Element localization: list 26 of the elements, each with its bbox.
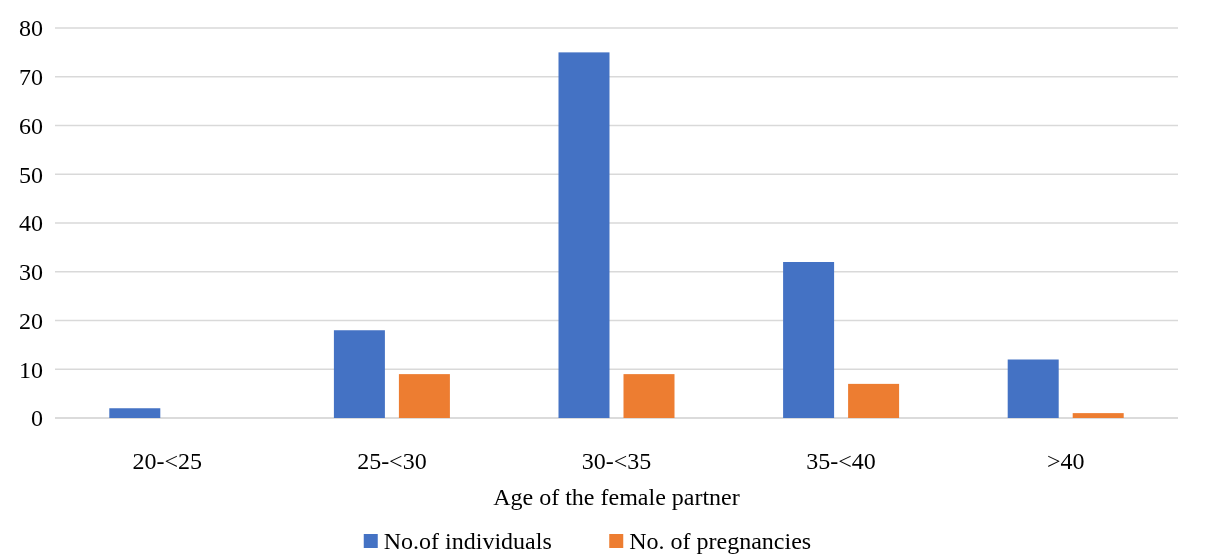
bar xyxy=(623,374,675,418)
legend-label: No.of individuals xyxy=(383,528,552,555)
y-tick-label: 60 xyxy=(19,112,43,139)
y-tick-label: 50 xyxy=(19,161,43,188)
y-tick-label: 10 xyxy=(19,356,43,383)
x-tick-label: 30-<35 xyxy=(581,448,652,475)
bar xyxy=(558,52,610,418)
x-axis-title: Age of the female partner xyxy=(493,484,740,511)
bar xyxy=(1007,359,1059,418)
bar xyxy=(848,383,900,418)
y-tick-label: 40 xyxy=(19,210,43,237)
bar xyxy=(109,408,161,418)
y-tick-label: 0 xyxy=(31,405,43,432)
y-tick-label: 70 xyxy=(19,64,43,91)
x-tick-label: 25-<30 xyxy=(357,448,427,475)
bar xyxy=(398,374,450,418)
x-tick-label: 35-<40 xyxy=(806,448,876,475)
bar xyxy=(333,330,385,418)
x-tick-label: 20-<25 xyxy=(132,448,203,475)
y-tick-label: 20 xyxy=(19,307,43,334)
y-tick-label: 30 xyxy=(19,259,43,286)
legend-label: No. of pregnancies xyxy=(629,528,812,555)
y-tick-label: 80 xyxy=(19,15,43,42)
bar xyxy=(1072,413,1124,418)
bar xyxy=(783,262,835,418)
x-tick-label: >40 xyxy=(1046,448,1085,475)
